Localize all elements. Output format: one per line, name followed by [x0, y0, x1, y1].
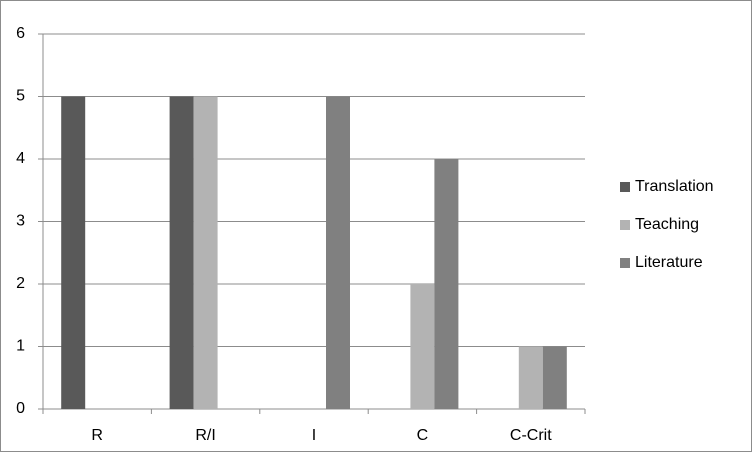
x-tick-label: R	[91, 427, 103, 444]
x-tick-label: R/I	[195, 427, 215, 444]
bar	[61, 96, 86, 409]
x-tick-label: C-Crit	[510, 427, 552, 444]
legend-swatch	[620, 182, 630, 192]
bar	[434, 159, 459, 409]
legend-label: Literature	[635, 254, 703, 271]
y-tick-label: 4	[16, 150, 25, 167]
legend-swatch	[620, 258, 630, 268]
x-tick-label: C	[417, 427, 429, 444]
y-tick-label: 6	[16, 25, 25, 42]
y-tick-label: 0	[16, 400, 25, 417]
y-tick-label: 2	[16, 275, 25, 292]
legend-label: Translation	[635, 178, 714, 195]
bar	[326, 96, 350, 409]
bar	[518, 346, 543, 409]
bar	[410, 284, 435, 409]
bar	[193, 96, 218, 409]
y-tick-label: 1	[16, 338, 25, 355]
bar	[169, 96, 194, 409]
y-tick-label: 3	[16, 213, 25, 230]
legend-swatch	[620, 220, 630, 230]
legend-label: Teaching	[635, 216, 699, 233]
bar	[542, 346, 567, 409]
y-tick-label: 5	[16, 88, 25, 105]
x-tick-label: I	[312, 427, 316, 444]
